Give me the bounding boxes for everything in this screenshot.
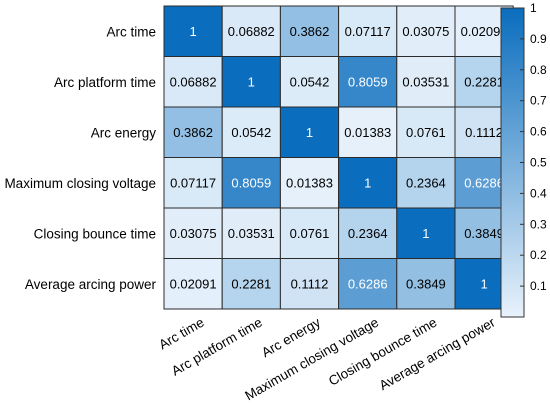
- cell-value-label: 0.03531: [228, 226, 275, 241]
- cell-value-label: 0.06882: [170, 74, 217, 89]
- heatmap-cell: [163, 56, 223, 108]
- heatmap-cell: [221, 258, 281, 310]
- colorbar-tick-label: 0.4: [530, 186, 547, 200]
- cell-value-label: 1: [480, 276, 487, 291]
- cell-value-label: 0.1112: [291, 276, 329, 291]
- cell-value-label: 0.0542: [290, 74, 330, 89]
- colorbar-tick-label: 0.1: [530, 279, 547, 293]
- heatmap-cell: [221, 56, 281, 108]
- cell-value-label: 1: [189, 24, 196, 39]
- heatmap-cell: [163, 5, 223, 57]
- heatmap-cell: [221, 5, 281, 57]
- cell-value-label: 0.1112: [465, 125, 503, 140]
- cell-value-label: 0.8059: [348, 74, 388, 89]
- cell-value-label: 0.06882: [228, 24, 275, 39]
- heatmap-cell: [163, 207, 223, 259]
- heatmap-cell: [163, 258, 223, 310]
- colorbar-tick-label: 0.8: [530, 63, 547, 77]
- heatmap-cell: [396, 207, 456, 259]
- cell-value-label: 1: [422, 226, 429, 241]
- cell-value-label: 0.2281: [464, 74, 504, 89]
- colorbar-tick-label: 0.6: [530, 125, 547, 139]
- colorbar-tick-label: 1: [530, 1, 537, 15]
- cell-value-label: 0.2281: [231, 276, 271, 291]
- heatmap-cell: [396, 56, 456, 108]
- cell-value-label: 0.07117: [345, 24, 391, 39]
- heatmap-cell: [338, 207, 398, 259]
- row-label: Maximum closing voltage: [4, 176, 156, 191]
- colorbar-tick-label: 0.7: [530, 94, 547, 108]
- heatmap-cell: [279, 207, 340, 259]
- cell-value-label: 0.03075: [402, 24, 449, 39]
- row-label: Average arcing power: [25, 277, 157, 292]
- row-label: Arc platform time: [54, 75, 156, 90]
- cell-value-label: 1: [248, 74, 255, 89]
- heatmap-cell: [338, 157, 398, 209]
- cell-value-label: 0.3849: [464, 226, 504, 241]
- heatmap-cell: [279, 106, 340, 158]
- cell-value-label: 1: [306, 125, 313, 140]
- cell-value-label: 0.3849: [406, 276, 446, 291]
- cell-value-label: 0.6286: [464, 175, 504, 190]
- cell-value-label: 0.03075: [170, 226, 217, 241]
- cell-value-label: 0.2364: [348, 226, 388, 241]
- cell-value-label: 0.2364: [406, 175, 446, 190]
- cell-value-label: 0.0761: [406, 125, 446, 140]
- cell-value-label: 0.8059: [231, 175, 271, 190]
- heatmap-cell: [163, 157, 223, 209]
- cell-value-label: 0.02091: [170, 276, 217, 291]
- row-label: Arc time: [106, 24, 156, 39]
- cell-value-label: 0.02091: [461, 24, 508, 39]
- colorbar-tick-label: 0.5: [530, 156, 547, 170]
- cell-value-label: 0.07117: [170, 175, 216, 190]
- row-label: Arc energy: [91, 125, 157, 140]
- heatmap-cell: [163, 106, 223, 158]
- colorbar-tick-label: 0.3: [530, 217, 547, 231]
- cell-value-label: 0.3862: [290, 24, 330, 39]
- cell-value-label: 0.01383: [344, 125, 391, 140]
- cell-value-label: 0.6286: [348, 276, 388, 291]
- colorbar-tick-label: 0.2: [530, 248, 547, 262]
- heatmap-cell: [338, 258, 398, 310]
- cell-value-label: 1: [364, 175, 371, 190]
- heatmap-cell: [279, 56, 340, 108]
- heatmap-cell: [279, 258, 340, 310]
- cell-value-label: 0.03531: [402, 74, 449, 89]
- heatmap-cell: [221, 106, 281, 158]
- column-label: Arc time: [156, 315, 206, 353]
- heatmap-cell: [279, 5, 340, 57]
- cell-value-label: 0.0542: [231, 125, 271, 140]
- cell-value-label: 0.0761: [290, 226, 330, 241]
- cell-value-label: 0.3862: [173, 125, 213, 140]
- row-label: Closing bounce time: [34, 226, 156, 241]
- colorbar-tick-label: 0.9: [530, 32, 547, 46]
- cell-value-label: 0.01383: [286, 175, 333, 190]
